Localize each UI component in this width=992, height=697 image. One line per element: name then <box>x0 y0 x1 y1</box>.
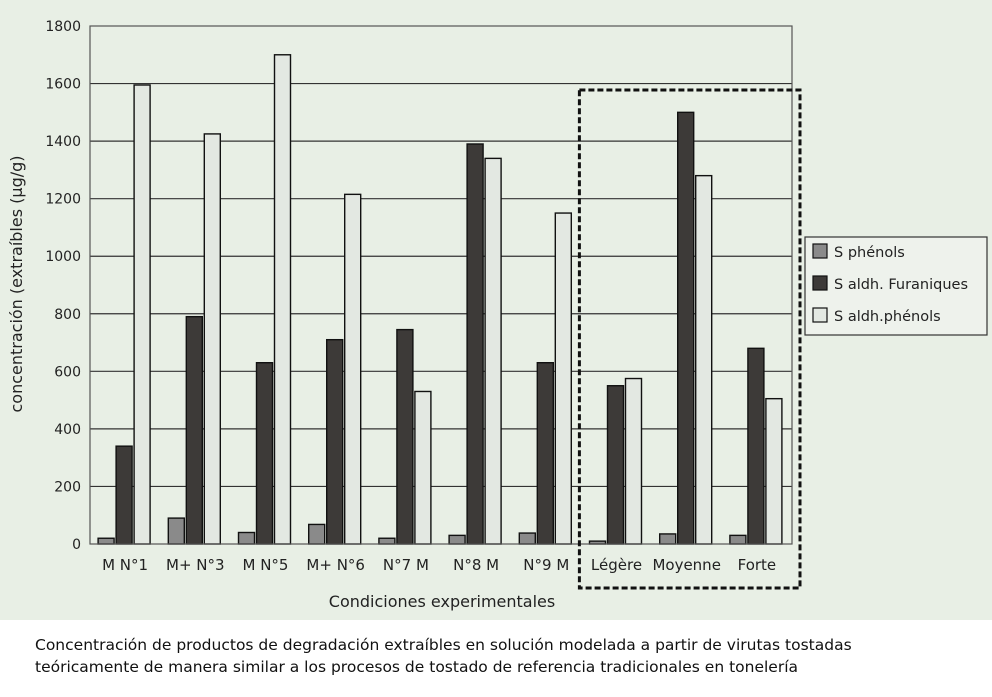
bar-aldh-phenols <box>345 194 361 544</box>
x-tick-label: N°7 M <box>383 556 429 574</box>
y-tick-label: 1400 <box>45 134 81 150</box>
x-tick-label: M+ N°3 <box>166 556 225 574</box>
caption-line-2: teóricamente de manera similar a los pro… <box>35 656 965 678</box>
legend-label: S aldh. Furaniques <box>834 277 968 293</box>
bar-phenols <box>168 518 184 544</box>
legend-swatch <box>813 308 827 322</box>
x-axis-label: Condiciones experimentales <box>329 592 555 611</box>
legend-label: S aldh.phénols <box>834 309 941 325</box>
bar-furaniques <box>467 144 483 544</box>
legend-swatch <box>813 276 827 290</box>
legend-swatch <box>813 244 827 258</box>
bar-aldh-phenols <box>485 158 501 544</box>
bar-furaniques <box>608 386 624 544</box>
bar-aldh-phenols <box>696 176 712 544</box>
bar-aldh-phenols <box>415 391 431 544</box>
bar-phenols <box>449 535 465 544</box>
y-tick-label: 0 <box>72 537 81 553</box>
y-tick-label: 1600 <box>45 77 81 93</box>
y-tick-label: 600 <box>54 364 81 380</box>
x-tick-label: Légère <box>591 556 642 574</box>
y-tick-label: 800 <box>54 307 81 323</box>
x-tick-label: Moyenne <box>652 556 720 574</box>
x-tick-label: Forte <box>738 556 777 574</box>
x-tick-label: N°9 M <box>523 556 569 574</box>
y-tick-label: 1800 <box>45 19 81 35</box>
legend-label: S phénols <box>834 245 905 261</box>
caption-line-1: Concentración de productos de degradació… <box>35 634 965 656</box>
bar-phenols <box>98 538 114 544</box>
x-tick-label: M+ N°6 <box>306 556 365 574</box>
bar-phenols <box>730 535 746 544</box>
y-tick-label: 1000 <box>45 249 81 265</box>
bar-furaniques <box>397 330 413 544</box>
bar-furaniques <box>748 348 764 544</box>
bar-furaniques <box>257 363 273 544</box>
bar-aldh-phenols <box>555 213 571 544</box>
bar-furaniques <box>116 446 132 544</box>
y-axis-label: concentración (extraíbles (µg/g) <box>7 155 26 412</box>
y-tick-label: 400 <box>54 422 81 438</box>
bar-aldh-phenols <box>275 55 291 544</box>
legend: S phénols S aldh. Furaniques S aldh.phénol… <box>805 237 987 335</box>
bar-phenols <box>660 534 676 544</box>
bar-aldh-phenols <box>766 399 782 544</box>
chart-panel: 0 200 400 600 800 1000 1200 1400 1600 1800 M N°1 M… <box>0 0 992 620</box>
y-tick-label: 200 <box>54 479 81 495</box>
x-tick-label: N°8 M <box>453 556 499 574</box>
x-tick-label: M N°1 <box>102 556 148 574</box>
bar-furaniques <box>537 363 553 544</box>
y-tick-labels: 0 200 400 600 800 1000 1200 1400 1600 1800 <box>45 19 81 553</box>
bar-phenols <box>379 538 395 544</box>
bar-aldh-phenols <box>626 379 642 544</box>
x-tick-labels: M N°1 M+ N°3 M N°5 M+ N°6 N°7 M N°8 M N°9 M Lég… <box>102 556 776 574</box>
figure-caption: Concentración de productos de degradació… <box>35 634 965 678</box>
x-tick-label: M N°5 <box>243 556 289 574</box>
y-tick-label: 1200 <box>45 192 81 208</box>
bar-furaniques <box>186 317 202 544</box>
bars <box>98 55 782 544</box>
bar-furaniques <box>327 340 343 544</box>
bar-phenols <box>309 524 325 544</box>
bar-phenols <box>239 532 255 544</box>
bar-aldh-phenols <box>204 134 220 544</box>
bar-aldh-phenols <box>134 85 150 544</box>
bar-phenols <box>519 533 535 544</box>
bar-furaniques <box>678 112 694 544</box>
